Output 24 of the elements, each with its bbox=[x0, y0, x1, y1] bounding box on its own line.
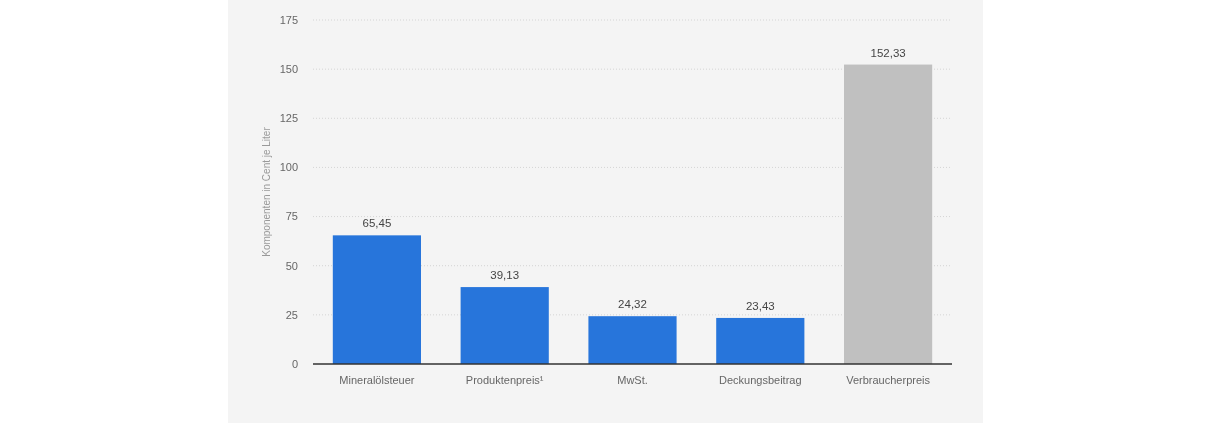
data-label: 23,43 bbox=[745, 299, 775, 312]
bar bbox=[460, 287, 549, 364]
x-tick-label: MwSt. bbox=[617, 374, 648, 386]
y-tick-label: 0 bbox=[291, 357, 298, 370]
y-tick-label: 125 bbox=[279, 112, 298, 125]
data-label: 152,33 bbox=[870, 46, 906, 59]
x-tick-label: Mineralölsteuer bbox=[339, 374, 415, 386]
bar bbox=[716, 317, 805, 364]
y-axis-title: Komponenten in Cent je Liter bbox=[261, 126, 272, 257]
x-tick-label: Produktenpreis¹ bbox=[465, 374, 544, 386]
bar bbox=[588, 316, 677, 364]
y-tick-label: 100 bbox=[279, 161, 298, 174]
y-tick-label: 175 bbox=[279, 13, 298, 26]
bar bbox=[844, 64, 933, 364]
data-label: 65,45 bbox=[362, 217, 392, 230]
data-label: 24,32 bbox=[618, 298, 647, 311]
x-tick-label: Deckungsbeitrag bbox=[719, 374, 802, 386]
data-label: 39,13 bbox=[490, 269, 520, 282]
y-tick-label: 75 bbox=[285, 210, 298, 223]
y-tick-label: 150 bbox=[279, 62, 298, 75]
y-tick-label: 50 bbox=[285, 259, 298, 272]
x-tick-label: Verbraucherpreis bbox=[846, 374, 931, 386]
bar bbox=[332, 235, 421, 364]
y-tick-label: 25 bbox=[285, 308, 298, 321]
